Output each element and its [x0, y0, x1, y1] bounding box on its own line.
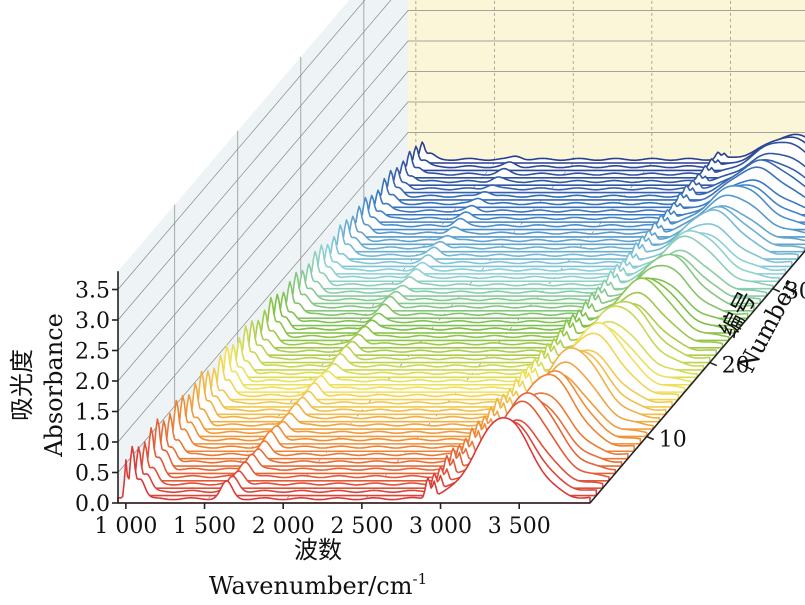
z-tick-2 [772, 287, 781, 293]
back-wall [408, 0, 805, 163]
spectrum-1 [117, 416, 591, 504]
grid-line-y-1 [117, 132, 805, 473]
grid-line-y-4 [117, 40, 805, 382]
y-tick-label-1: 0.5 [75, 462, 110, 487]
spectrum-39 [356, 184, 805, 223]
x-axis-title-cn: 波数 [294, 536, 342, 564]
y-tick-label-2: 1.0 [75, 431, 110, 456]
spectrum-44 [388, 152, 805, 186]
x-tick-label-0: 1 000 [94, 514, 157, 539]
z-tick-label-0: 10 [659, 427, 687, 452]
spectrum-38 [350, 185, 805, 231]
x-tick-label-1: 1 500 [173, 514, 236, 539]
y-tick-label-5: 2.5 [75, 340, 110, 365]
spectra-series [117, 133, 805, 504]
z-tick-label-2: 30 [785, 280, 805, 305]
grid-line-y-5 [117, 10, 805, 351]
grid-line-y-6 [117, 0, 392, 321]
y-tick-label-3: 1.5 [75, 401, 110, 426]
y-axis-title-cn: 吸光度 [8, 349, 36, 421]
z-tick-0 [646, 435, 655, 441]
x-tick-label-3: 2 500 [330, 514, 393, 539]
x-axis-title-en: Wavenumber/cm-1 [209, 570, 427, 600]
y-tick-label-7: 3.5 [75, 279, 110, 304]
y-tick-label-4: 2.0 [75, 370, 110, 395]
x-tick-label-4: 3 000 [409, 514, 472, 539]
z-tick-1 [709, 361, 718, 367]
x-tick-label-5: 3 500 [488, 514, 551, 539]
grid-line-y-2 [117, 101, 805, 443]
spectrum-43 [381, 159, 805, 194]
y-tick-label-0: 0.0 [75, 492, 110, 517]
y-tick-label-6: 3.0 [75, 309, 110, 334]
z-axis-line [589, 249, 805, 504]
grid-line-y-3 [117, 71, 805, 412]
chart-axes: 1 000 1 500 2 000 2 500 3 000 3 500 0.0 0.5 1.0 1… [75, 249, 805, 539]
x-tick-label-2: 2 000 [252, 514, 315, 539]
grid-line-y-7 [117, 0, 366, 290]
y-axis-title-en: Absorbance [40, 313, 68, 458]
z-tick-label-1: 20 [722, 354, 750, 379]
x-axis-title-unit-superscript: -1 [413, 570, 428, 588]
